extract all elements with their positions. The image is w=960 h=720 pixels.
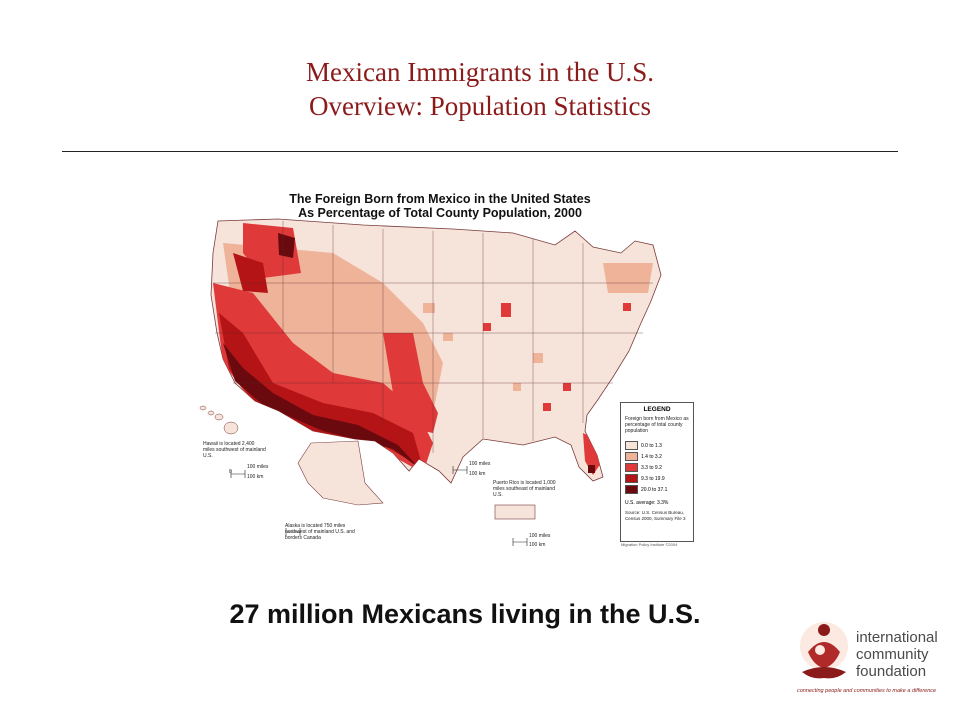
scale-hawaii-miles: 100 miles [247,464,269,470]
legend-swatch [625,452,638,461]
legend-subtitle: Foreign born from Mexico as percentage o… [625,416,689,434]
us-map-graphic [199,218,662,546]
legend-title: LEGEND [643,406,671,413]
legend-row: 0.0 to 1.3 [625,441,691,450]
state-lines [213,221,653,453]
scale-main-km: 100 km [469,471,486,477]
puerto-rico-note: Puerto Rico is located 1,000 miles south… [493,480,556,498]
map-title-line2: As Percentage of Total County Population… [298,206,582,220]
legend-row: 20.0 to 37.1 [625,485,691,494]
logo-line1: international [856,629,938,646]
hawaii-islands [199,405,239,435]
headline-statistic: 27 million Mexicans living in the U.S. [229,599,701,629]
scale-pr-km: 100 km [529,542,546,548]
legend-swatch [625,463,638,472]
puerto-rico-shape [494,504,536,520]
hawaii-note: Hawaii is located 2,400 miles southwest … [203,441,266,459]
map-legend: LEGEND Foreign born from Mexico as perce… [620,402,694,542]
title-divider [62,151,898,152]
legend-row: 3.3 to 9.2 [625,463,691,472]
legend-swatch [625,441,638,450]
legend-average: U.S. average: 3.3% [625,500,669,506]
alaska-shape [297,440,384,506]
logo-line2: community [856,646,929,663]
alaska-note: Alaska is located 750 miles northwest of… [285,523,355,541]
slide-title-line2: Overview: Population Statistics [309,91,651,121]
logo-tagline: connecting people and communities to mak… [797,688,937,694]
legend-source: Source: U.S. Census Bureau, Census 2000,… [625,510,686,521]
scale-pr-miles: 100 miles [529,533,551,539]
scale-bars [230,466,528,546]
logo-line3: foundation [856,663,927,680]
scale-hawaii-zero: 0 [229,469,232,475]
choropleth-map: The Foreign Born from Mexico in the Unit… [183,183,697,550]
legend-row: 9.3 to 19.9 [625,474,691,483]
scale-main-miles: 100 miles [469,461,491,467]
legend-swatch [625,474,638,483]
map-title-line1: The Foreign Born from Mexico in the Unit… [289,192,591,206]
icf-logo [800,622,848,679]
map-credit: Migration Policy Institute ©2004 [621,542,678,547]
scale-hawaii-km: 100 km [247,474,264,480]
legend-row: 1.4 to 3.2 [625,452,691,461]
slide-title-line1: Mexican Immigrants in the U.S. [306,57,654,87]
legend-swatch [625,485,638,494]
